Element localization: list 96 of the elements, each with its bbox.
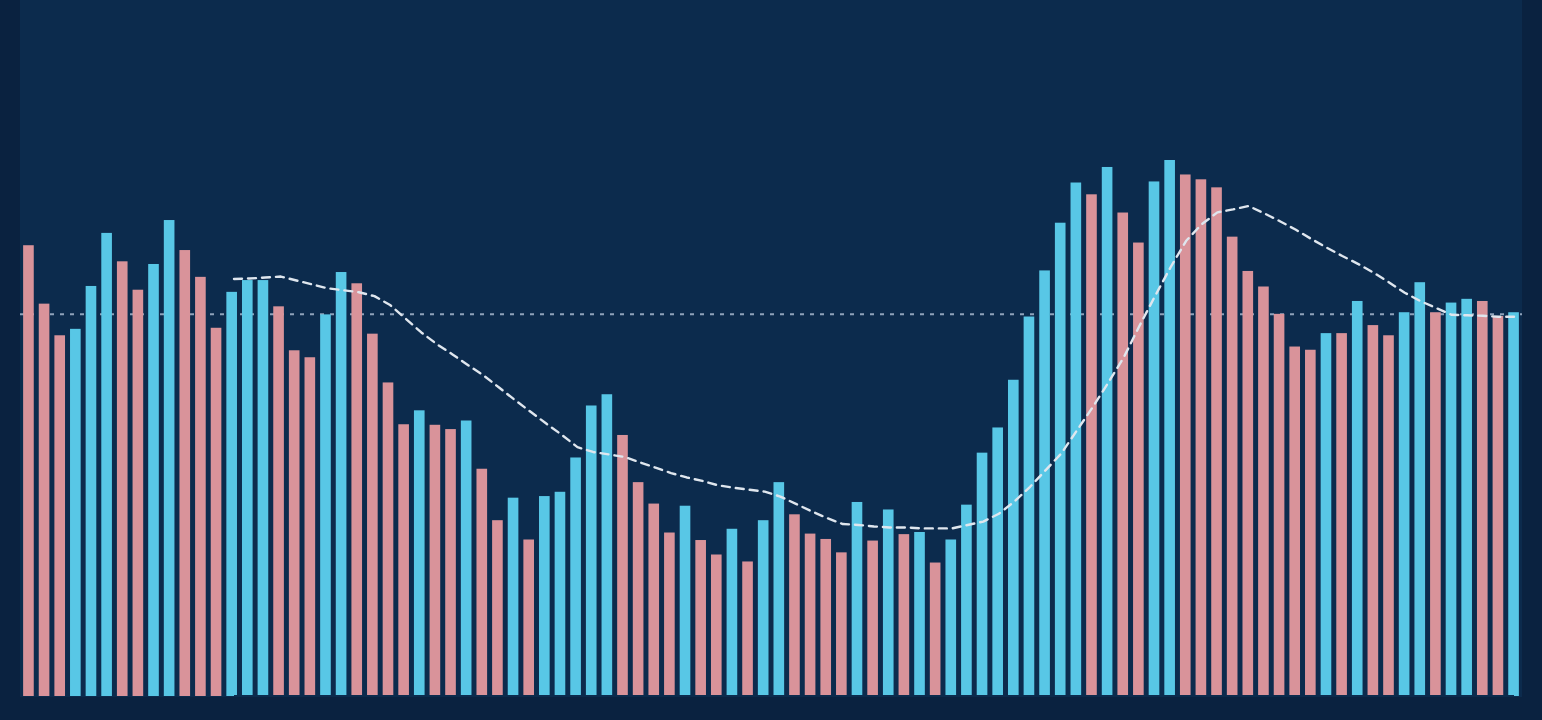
bar bbox=[367, 333, 378, 696]
bar bbox=[632, 482, 644, 696]
bar bbox=[179, 250, 191, 696]
bar bbox=[351, 283, 363, 696]
bar bbox=[1367, 325, 1379, 696]
bar bbox=[304, 357, 316, 696]
bar bbox=[1133, 242, 1144, 696]
bar bbox=[1320, 333, 1332, 696]
bar bbox=[789, 514, 800, 696]
bar bbox=[226, 291, 237, 696]
bar bbox=[445, 429, 456, 696]
bar bbox=[1086, 194, 1097, 696]
bar bbox=[23, 245, 34, 696]
bar bbox=[867, 540, 878, 696]
bar bbox=[1273, 313, 1285, 696]
bar bbox=[273, 306, 284, 696]
bar bbox=[757, 520, 769, 696]
bar bbox=[1430, 312, 1441, 696]
bar bbox=[163, 220, 175, 696]
bar bbox=[726, 528, 738, 696]
bar bbox=[1211, 187, 1222, 696]
bar bbox=[648, 503, 660, 696]
bar bbox=[695, 540, 706, 696]
bar bbox=[1226, 236, 1238, 696]
bar bbox=[210, 327, 222, 696]
bar bbox=[710, 554, 722, 696]
bar bbox=[460, 420, 472, 696]
bar bbox=[1164, 160, 1175, 696]
bar bbox=[38, 303, 50, 696]
bar bbox=[601, 394, 613, 696]
bar bbox=[70, 328, 81, 696]
bar bbox=[257, 280, 269, 696]
bar bbox=[1195, 179, 1207, 696]
bar bbox=[617, 434, 628, 696]
bar bbox=[773, 482, 785, 696]
bar bbox=[1117, 212, 1129, 696]
bar bbox=[1476, 300, 1488, 696]
bar bbox=[1023, 316, 1035, 696]
bar bbox=[1070, 182, 1082, 696]
bar bbox=[1054, 222, 1066, 696]
bar bbox=[101, 232, 112, 696]
bar bbox=[85, 285, 97, 696]
bar bbox=[585, 405, 597, 696]
bar bbox=[679, 505, 691, 696]
bar bbox=[54, 335, 66, 696]
bar bbox=[898, 534, 910, 696]
bar bbox=[1148, 181, 1160, 696]
bar bbox=[836, 552, 847, 696]
bar bbox=[398, 424, 409, 696]
bar bbox=[992, 427, 1003, 696]
bar bbox=[570, 457, 581, 696]
bar bbox=[1461, 298, 1472, 696]
bar bbox=[382, 382, 394, 696]
bar bbox=[320, 314, 331, 696]
bar bbox=[1445, 302, 1457, 696]
bar bbox=[476, 468, 488, 696]
bar bbox=[1351, 300, 1363, 696]
bar bbox=[1179, 174, 1191, 696]
bar bbox=[148, 263, 159, 696]
bar bbox=[1398, 312, 1410, 696]
bar bbox=[241, 280, 253, 696]
bar bbox=[851, 501, 863, 696]
bar bbox=[507, 497, 519, 696]
bar bbox=[914, 531, 925, 696]
bar bbox=[539, 496, 550, 696]
bar bbox=[288, 350, 300, 696]
bar bbox=[1242, 270, 1254, 696]
bar bbox=[1039, 270, 1050, 696]
bar bbox=[335, 272, 347, 696]
bar bbox=[742, 561, 753, 696]
bar bbox=[961, 504, 972, 696]
bar bbox=[1289, 346, 1301, 696]
bar bbox=[554, 491, 566, 696]
bar bbox=[1258, 286, 1269, 696]
bar bbox=[1492, 315, 1504, 696]
bar bbox=[132, 289, 144, 696]
bar bbox=[664, 532, 675, 696]
bar bbox=[945, 539, 957, 696]
bar bbox=[820, 538, 832, 696]
bar bbox=[1336, 333, 1347, 696]
bar bbox=[976, 452, 988, 696]
bar bbox=[1383, 335, 1394, 696]
bar bbox=[1414, 282, 1426, 696]
bar bbox=[1007, 379, 1019, 696]
bar bbox=[882, 509, 894, 696]
bar bbox=[1101, 166, 1113, 696]
bar bbox=[429, 424, 441, 696]
bar bbox=[929, 562, 941, 696]
bar bbox=[116, 261, 128, 696]
bar bbox=[804, 533, 816, 696]
bar bbox=[523, 539, 535, 696]
bar bbox=[195, 276, 206, 696]
bar bbox=[413, 410, 425, 696]
bar bbox=[1305, 349, 1316, 696]
bar bbox=[1508, 312, 1519, 696]
bar bbox=[492, 520, 503, 696]
